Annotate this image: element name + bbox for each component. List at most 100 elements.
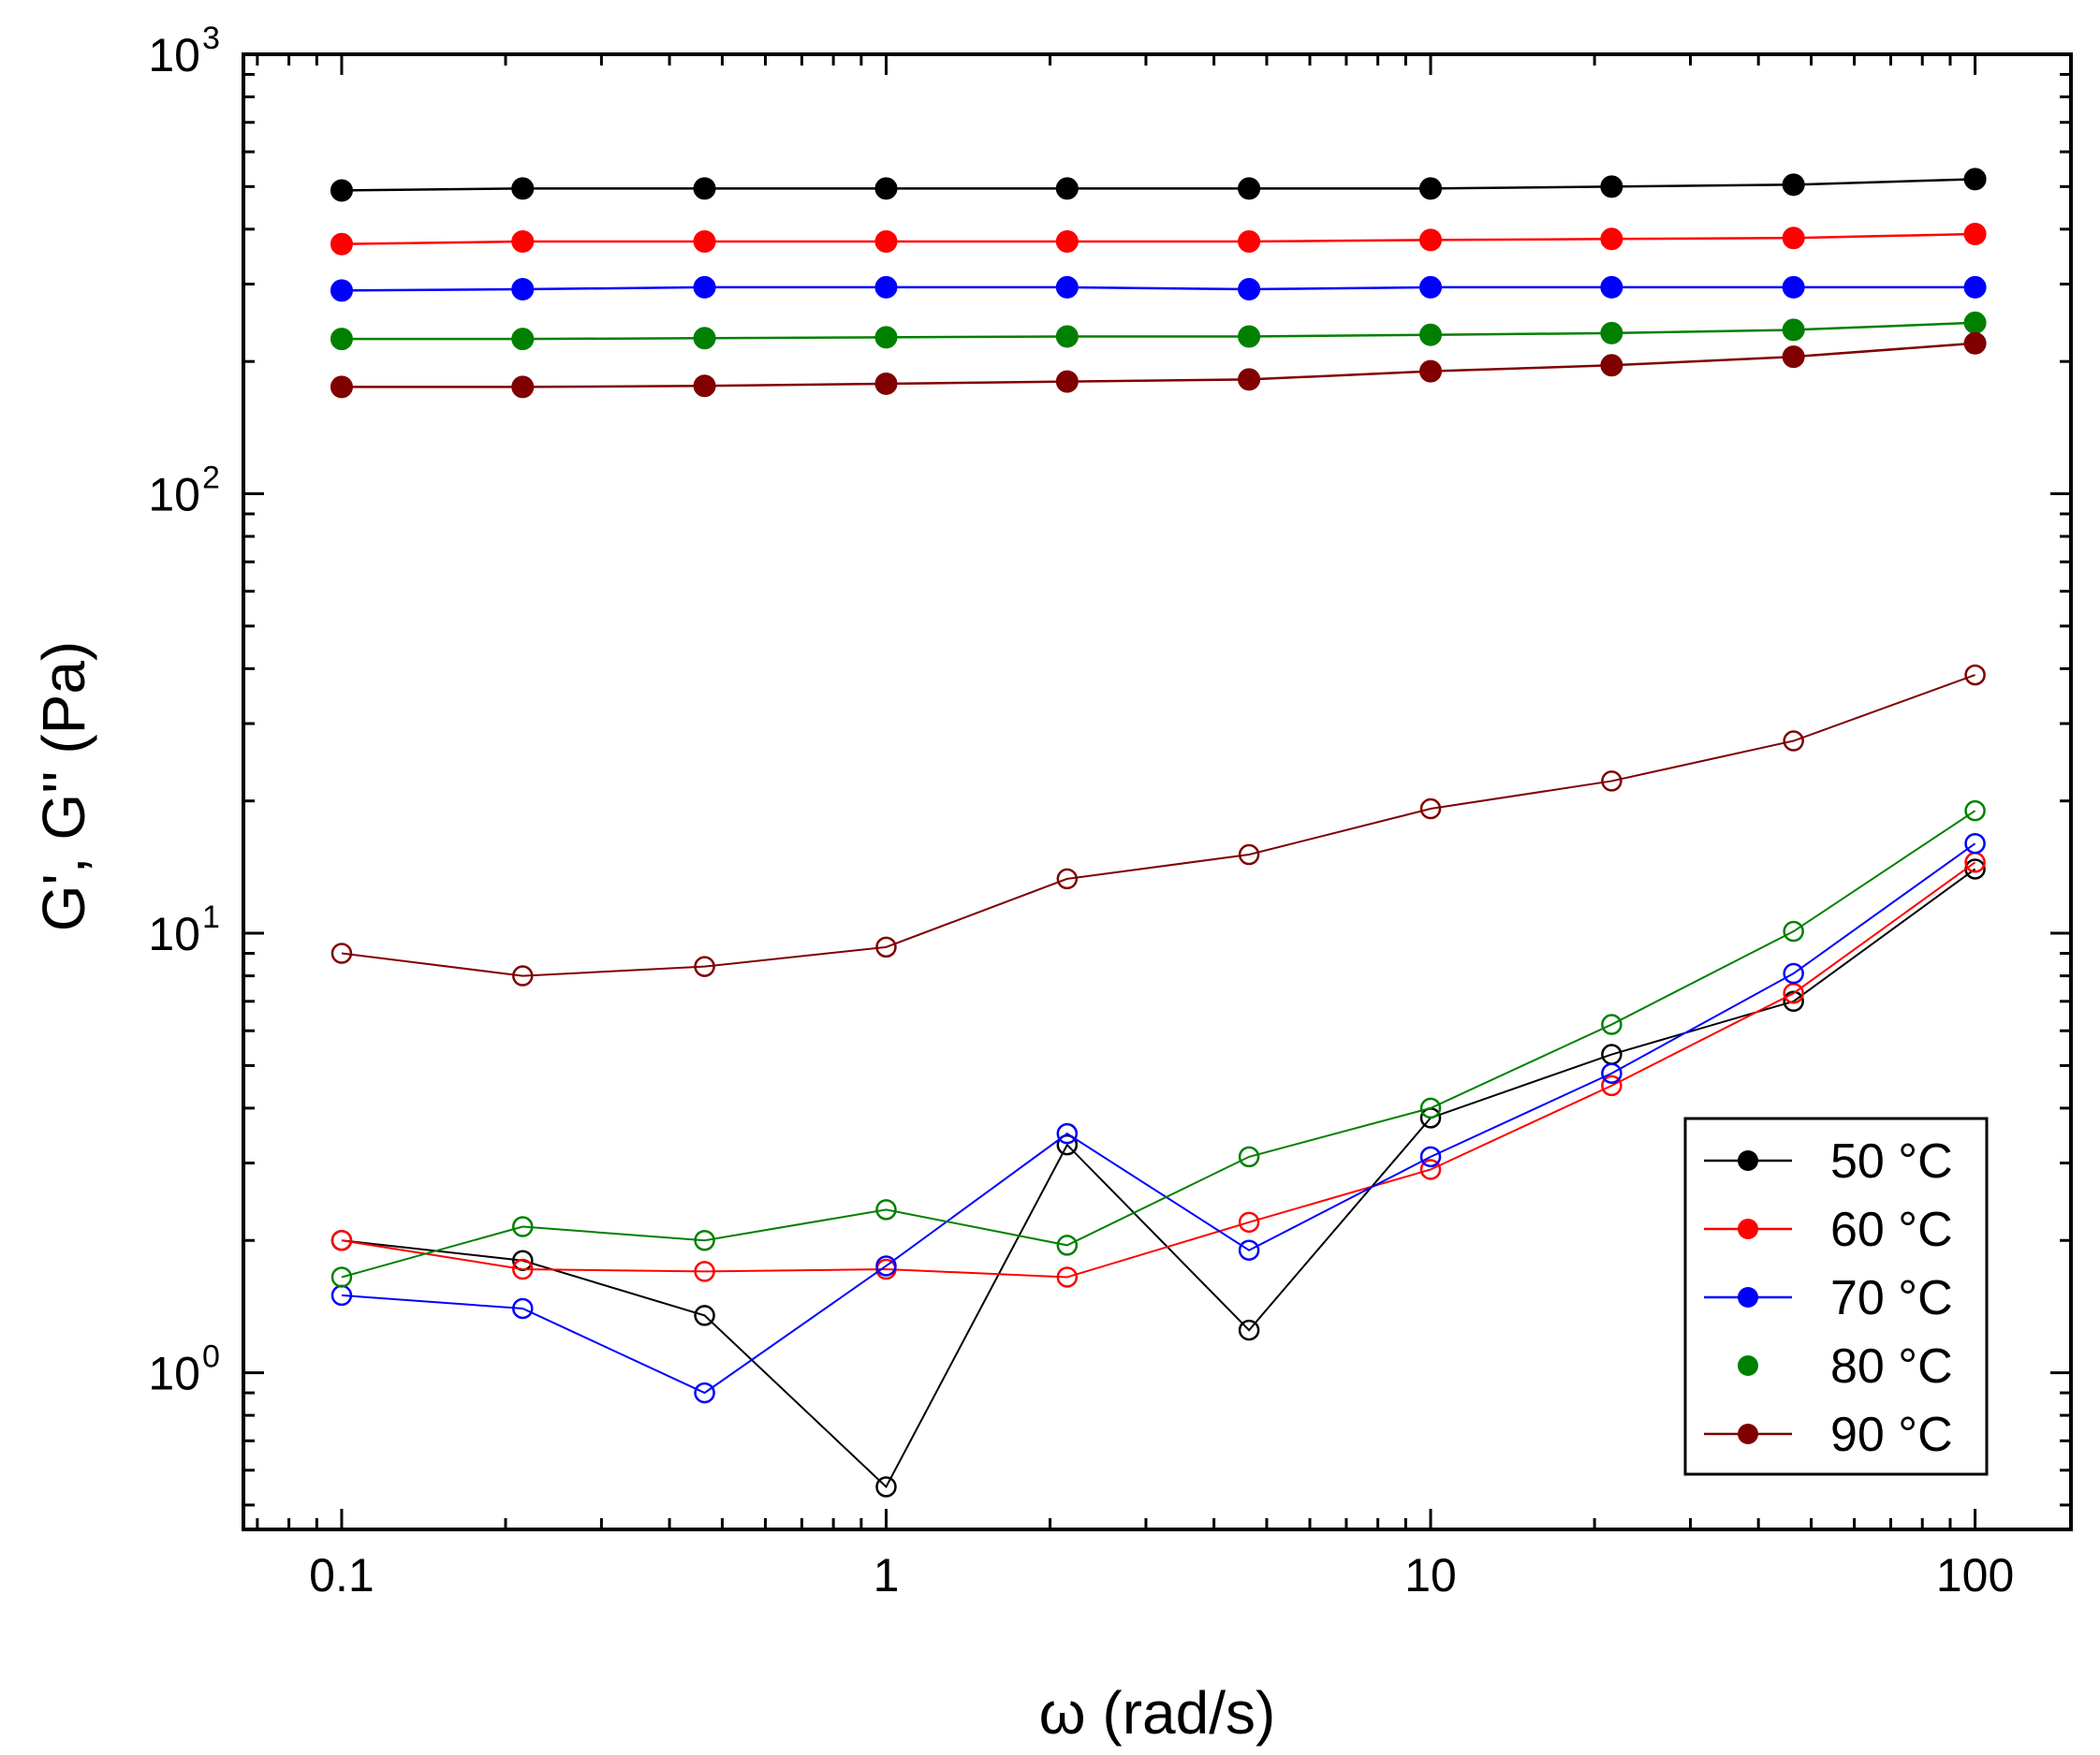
legend-label: 80 °C <box>1830 1339 1953 1394</box>
loss-point <box>1419 1146 1442 1168</box>
storage-line <box>341 285 1975 292</box>
storage-line <box>341 342 1975 388</box>
storage-point <box>1600 354 1623 377</box>
x-tick-label: 0.1 <box>309 1549 374 1601</box>
storage-point <box>1963 223 1987 246</box>
storage-point <box>330 232 353 256</box>
storage-point <box>1055 230 1079 254</box>
loss-point <box>1056 1266 1079 1288</box>
legend-marker <box>1738 1355 1758 1376</box>
loss-point <box>1238 1319 1260 1341</box>
legend-label: 90 °C <box>1830 1408 1953 1462</box>
legend-label: 50 °C <box>1830 1134 1953 1189</box>
loss-point <box>1056 868 1079 890</box>
loss-point <box>1964 799 1986 822</box>
series-70C <box>330 275 1987 1404</box>
y-tick-exponent: 0 <box>202 1339 220 1375</box>
storage-point <box>330 179 353 202</box>
loss-point <box>512 1297 534 1320</box>
loss-point <box>694 1261 715 1282</box>
loss-line <box>341 842 1976 1395</box>
series-90C <box>330 331 1987 987</box>
storage-point <box>874 372 898 395</box>
storage-point <box>693 374 716 398</box>
storage-point <box>330 279 353 302</box>
plot-frame <box>242 52 2073 1531</box>
storage-point <box>1055 275 1079 299</box>
loss-point <box>1419 797 1442 820</box>
x-tick-label: 1 <box>874 1549 900 1601</box>
storage-point <box>1782 318 1805 342</box>
loss-point <box>1238 1239 1260 1261</box>
storage-point <box>1419 323 1443 346</box>
loss-point <box>330 1229 353 1251</box>
loss-point <box>1601 770 1623 792</box>
loss-line <box>341 861 1976 1279</box>
loss-point <box>1238 1211 1260 1234</box>
storage-point <box>1419 359 1443 383</box>
x-axis-title: ω (rad/s) <box>1039 1679 1276 1747</box>
series-layer <box>330 168 1987 1498</box>
storage-point <box>1600 175 1623 198</box>
storage-point <box>1238 325 1261 348</box>
storage-point <box>1238 368 1261 391</box>
storage-line <box>341 178 1975 192</box>
loss-point <box>1783 920 1804 943</box>
series-60C <box>330 223 1987 1288</box>
loss-point <box>1419 1159 1442 1180</box>
loss-point <box>694 956 715 977</box>
storage-point <box>874 326 898 349</box>
storage-point <box>511 328 535 351</box>
storage-point <box>1238 177 1261 200</box>
y-tick-exponent: 2 <box>202 461 220 496</box>
storage-point <box>874 275 898 299</box>
loss-point <box>512 965 534 987</box>
storage-point <box>511 230 535 254</box>
storage-point <box>1419 228 1443 252</box>
storage-point <box>330 328 353 351</box>
storage-point <box>1963 311 1987 334</box>
storage-point <box>511 177 535 200</box>
loss-point <box>1964 664 1986 686</box>
storage-point <box>330 375 353 399</box>
storage-point <box>1600 321 1623 344</box>
storage-point <box>1782 173 1805 197</box>
loss-point <box>875 1476 897 1498</box>
series-50C <box>330 168 1987 1498</box>
loss-point <box>1238 1146 1260 1168</box>
loss-point <box>1601 1075 1623 1097</box>
storage-point <box>693 177 716 200</box>
storage-point <box>511 278 535 301</box>
axis-ticks <box>243 52 2071 1529</box>
y-tick-exponent: 3 <box>202 21 220 56</box>
legend-marker <box>1738 1219 1758 1239</box>
loss-point <box>1056 1122 1079 1145</box>
loss-point <box>512 1258 534 1280</box>
storage-point <box>1782 275 1805 299</box>
legend: 50 °C 60 °C 70 °C 80 °C 90 °C <box>1683 1117 1989 1476</box>
storage-line <box>341 321 1975 341</box>
storage-point <box>693 230 716 254</box>
axes-frame <box>242 52 2073 1531</box>
loss-point <box>512 1216 534 1237</box>
storage-point <box>1782 227 1805 250</box>
loss-point <box>875 1255 897 1277</box>
loss-point <box>1964 832 1986 855</box>
storage-point <box>1600 275 1623 299</box>
loss-point <box>1056 1133 1079 1156</box>
series-80C <box>330 311 1987 1288</box>
storage-point <box>874 230 898 254</box>
loss-point <box>1238 843 1260 866</box>
x-tick-label: 10 <box>1404 1549 1457 1601</box>
storage-line <box>341 232 1975 245</box>
y-axis-title: G', G'' (Pa) <box>30 641 97 931</box>
loss-point <box>875 936 897 958</box>
y-tick-label: 10 <box>148 908 200 960</box>
storage-point <box>1963 168 1987 191</box>
loss-line <box>341 810 1976 1279</box>
loss-point <box>330 943 353 964</box>
legend-label: 60 °C <box>1830 1203 1953 1257</box>
storage-point <box>1782 345 1805 369</box>
